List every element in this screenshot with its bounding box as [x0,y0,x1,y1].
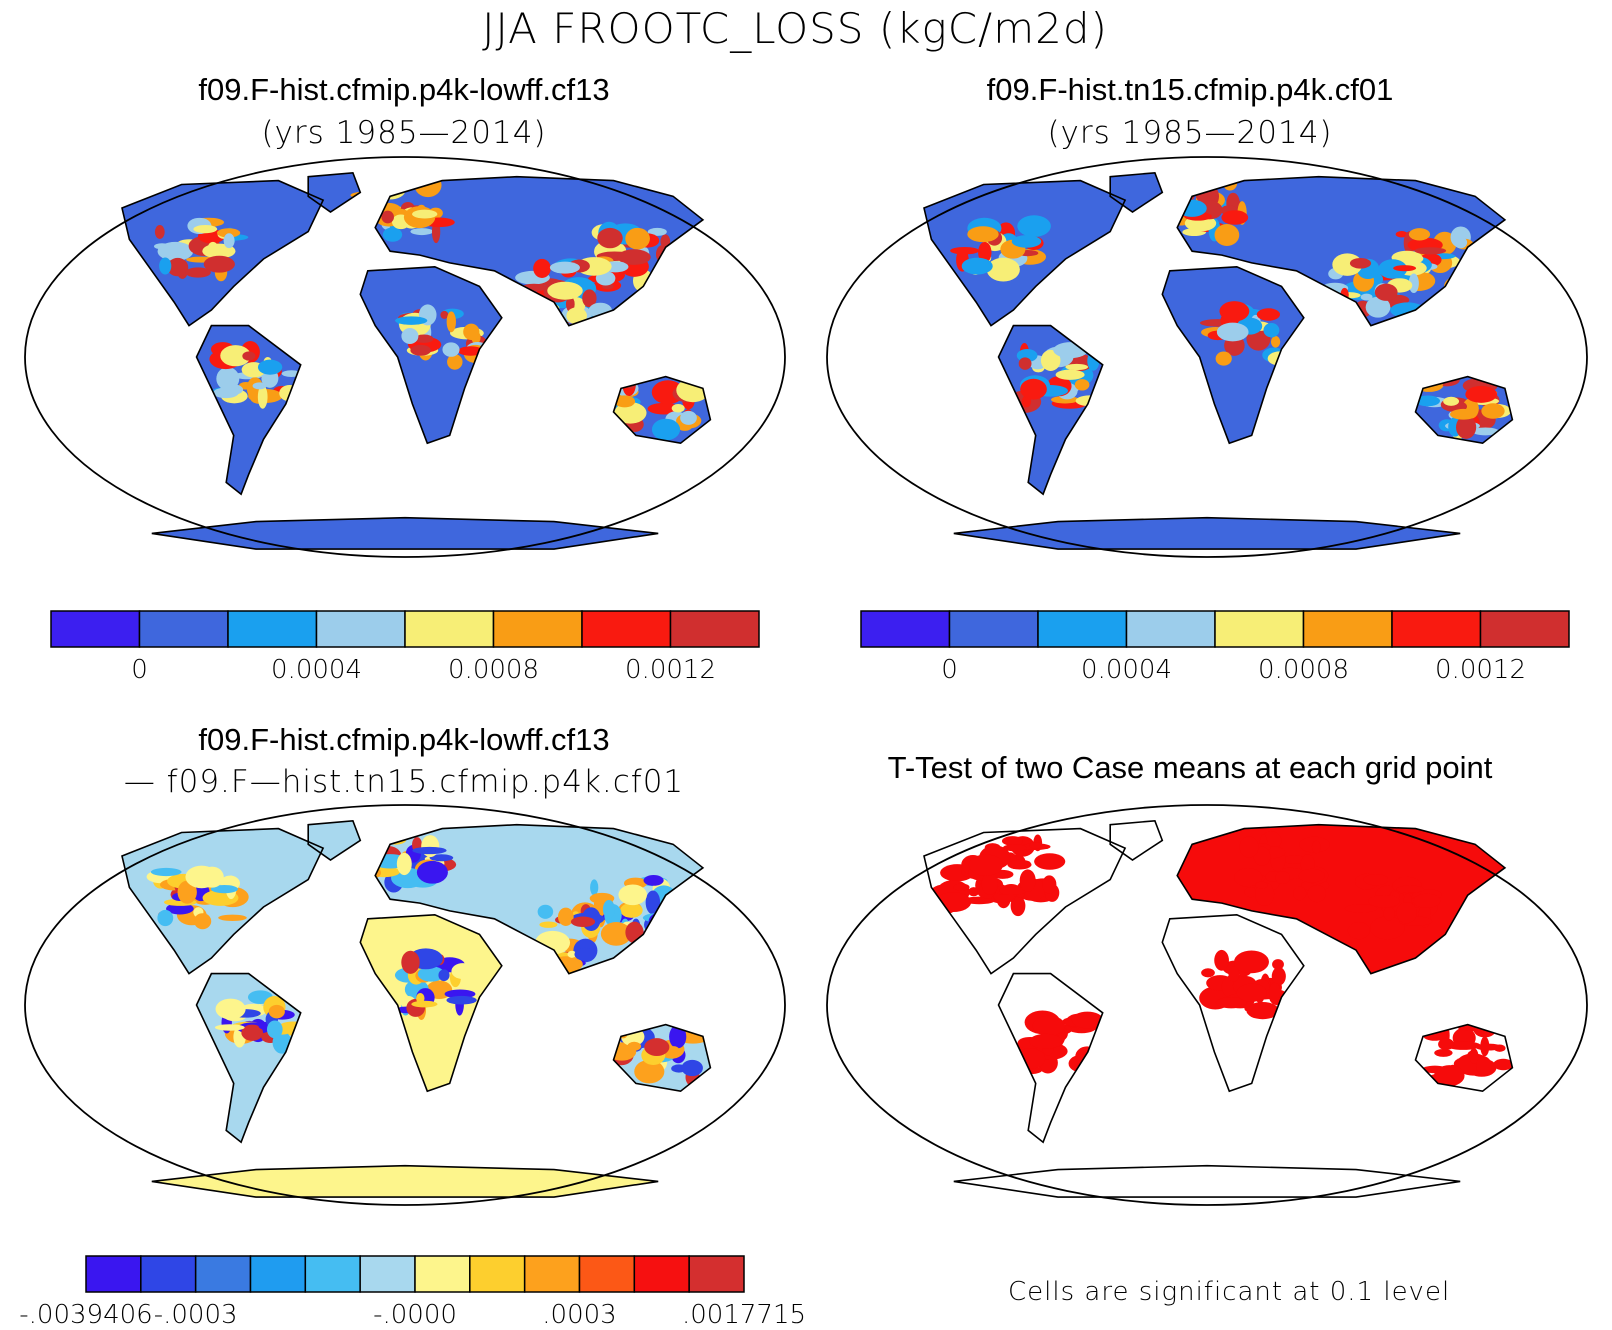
colorbar-swatch [227,610,318,648]
colorbar-swatch [315,610,406,648]
colorbar-swatch [669,610,760,648]
colorbar-swatch [85,1255,142,1293]
colorbar-swatch [138,610,229,648]
map-bottom-right [826,804,1588,1206]
map-top-right [826,156,1588,558]
significance-note: Cells are significant at 0.1 level [1008,1277,1451,1307]
colorbar-swatch [359,1255,416,1293]
colorbar-bottom-left [85,1255,745,1293]
colorbar-tick-label: 0 [941,655,958,685]
colorbar-swatch [1125,610,1216,648]
colorbar-swatch [1214,610,1305,648]
colorbar-tick-label: .0017715 [681,1300,807,1330]
panel-top-left-subtitle: (yrs 1985—2014) [261,115,547,151]
colorbar-tick-label: -.0039406 [19,1300,153,1330]
colorbar-tick-label: 0.0012 [625,655,716,685]
colorbar-tick-label: 0.0008 [448,655,539,685]
colorbar-tick-label: -.0003 [153,1300,238,1330]
colorbar-top-left [50,610,760,648]
colorbar-swatch [633,1255,690,1293]
colorbar-swatch [1479,610,1570,648]
colorbar-swatch [140,1255,197,1293]
colorbar-tick-label: 0 [131,655,148,685]
colorbar-tick-label: .0003 [542,1300,617,1330]
colorbar-swatch [304,1255,361,1293]
colorbar-swatch [1302,610,1393,648]
panel-top-right-title: f09.F-hist.tn15.cfmip.p4k.cf01 [986,72,1394,107]
panel-top-left-title: f09.F-hist.cfmip.p4k-lowff.cf13 [198,72,610,107]
colorbar-swatch [194,1255,252,1293]
colorbar-swatch [581,610,672,648]
colorbar-swatch [404,610,495,648]
colorbar-top-right [860,610,1570,648]
colorbar-swatch [492,610,583,648]
colorbar-swatch [688,1255,745,1293]
colorbar-swatch [523,1255,581,1293]
colorbar-tick-label: 0.0008 [1258,655,1349,685]
figure-title: JJA FROOTC_LOSS (kgC/m2d) [482,4,1108,53]
colorbar-swatch [1037,610,1128,648]
map-bottom-left [24,804,786,1206]
colorbar-swatch [50,610,141,648]
colorbar-swatch [860,610,951,648]
colorbar-swatch [249,1255,307,1293]
colorbar-swatch [578,1255,636,1293]
panel-bottom-left-subtitle: — f09.F—hist.tn15.cfmip.p4k.cf01 [123,764,685,800]
colorbar-swatch [469,1255,526,1293]
panel-bottom-right-title: T-Test of two Case means at each grid po… [887,750,1493,785]
colorbar-tick-label: 0.0004 [271,655,362,685]
colorbar-tick-label: 0.0004 [1081,655,1172,685]
panel-bottom-left-title: f09.F-hist.cfmip.p4k-lowff.cf13 [198,722,610,757]
colorbar-swatch [1391,610,1482,648]
colorbar-tick-label: -.0000 [373,1300,457,1330]
colorbar-tick-label: 0.0012 [1435,655,1526,685]
colorbar-swatch [948,610,1039,648]
colorbar-swatch [414,1255,471,1293]
map-top-left [24,156,786,558]
panel-top-right-subtitle: (yrs 1985—2014) [1047,115,1333,151]
